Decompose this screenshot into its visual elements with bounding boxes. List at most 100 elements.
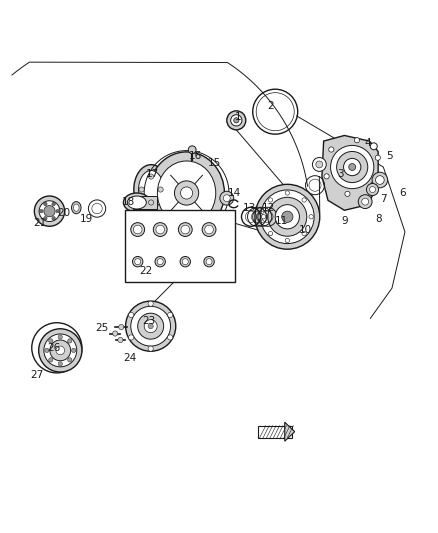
Circle shape — [131, 306, 170, 346]
Circle shape — [56, 209, 60, 213]
Text: 22: 22 — [139, 266, 152, 276]
Text: 18: 18 — [122, 197, 135, 207]
Circle shape — [220, 191, 234, 205]
Circle shape — [282, 211, 293, 222]
Circle shape — [337, 151, 368, 183]
Polygon shape — [322, 135, 378, 211]
Circle shape — [275, 205, 300, 229]
Circle shape — [268, 197, 307, 236]
Circle shape — [52, 216, 55, 220]
Ellipse shape — [138, 171, 164, 208]
Text: 27: 27 — [31, 369, 44, 379]
Circle shape — [129, 312, 134, 318]
Circle shape — [45, 348, 49, 352]
Circle shape — [204, 256, 214, 267]
Circle shape — [134, 225, 142, 234]
Circle shape — [157, 259, 163, 265]
Circle shape — [206, 259, 212, 265]
Circle shape — [49, 339, 53, 343]
Ellipse shape — [127, 196, 146, 209]
Text: 8: 8 — [376, 214, 382, 224]
Circle shape — [358, 195, 372, 208]
Circle shape — [255, 184, 320, 249]
Circle shape — [58, 361, 63, 366]
Text: 15: 15 — [208, 158, 221, 168]
Circle shape — [153, 223, 167, 237]
Ellipse shape — [74, 204, 79, 212]
Circle shape — [371, 182, 376, 187]
Circle shape — [119, 325, 124, 329]
Text: 23: 23 — [142, 317, 155, 326]
Circle shape — [182, 259, 188, 265]
Circle shape — [261, 215, 266, 219]
Circle shape — [202, 223, 216, 237]
Circle shape — [178, 223, 192, 237]
Circle shape — [302, 198, 306, 202]
Circle shape — [129, 335, 134, 340]
Circle shape — [34, 196, 65, 227]
Circle shape — [234, 118, 239, 123]
Circle shape — [126, 301, 176, 351]
Circle shape — [67, 339, 72, 343]
Circle shape — [375, 176, 384, 184]
Text: 10: 10 — [299, 225, 312, 235]
Circle shape — [367, 183, 378, 196]
Circle shape — [371, 143, 377, 150]
Circle shape — [302, 231, 306, 236]
Circle shape — [134, 259, 141, 265]
Circle shape — [316, 161, 323, 168]
Circle shape — [118, 337, 123, 343]
Ellipse shape — [149, 152, 224, 234]
Circle shape — [58, 335, 63, 339]
Circle shape — [148, 200, 154, 205]
Circle shape — [44, 203, 47, 206]
Circle shape — [181, 225, 190, 234]
Circle shape — [133, 256, 143, 267]
Circle shape — [188, 146, 196, 154]
Circle shape — [223, 195, 230, 201]
Text: 3: 3 — [337, 168, 343, 179]
Text: 19: 19 — [80, 214, 93, 224]
Circle shape — [56, 346, 65, 355]
Ellipse shape — [124, 193, 150, 212]
Text: 21: 21 — [33, 218, 46, 228]
Circle shape — [67, 358, 72, 362]
Circle shape — [180, 187, 193, 199]
Text: 4: 4 — [365, 138, 371, 148]
Circle shape — [343, 158, 361, 176]
Text: 14: 14 — [227, 188, 241, 198]
Circle shape — [131, 223, 145, 237]
Circle shape — [148, 346, 153, 351]
Circle shape — [44, 206, 55, 217]
Circle shape — [370, 187, 375, 192]
Circle shape — [71, 348, 76, 352]
Circle shape — [174, 181, 199, 205]
Circle shape — [39, 329, 82, 372]
Text: 12: 12 — [262, 203, 276, 213]
Text: 13: 13 — [243, 203, 256, 213]
Circle shape — [372, 172, 388, 188]
Ellipse shape — [157, 161, 216, 225]
Circle shape — [180, 256, 191, 267]
Text: 24: 24 — [124, 353, 137, 363]
Circle shape — [138, 313, 164, 339]
Circle shape — [113, 331, 118, 336]
Circle shape — [331, 146, 374, 189]
Text: 26: 26 — [47, 343, 60, 353]
Circle shape — [312, 158, 326, 172]
Circle shape — [168, 335, 173, 340]
Circle shape — [362, 198, 369, 205]
Circle shape — [345, 191, 350, 197]
Bar — [125, 211, 235, 281]
Text: 6: 6 — [399, 188, 406, 198]
Text: 5: 5 — [386, 151, 393, 161]
Circle shape — [44, 216, 47, 220]
Circle shape — [285, 238, 290, 243]
Circle shape — [148, 324, 153, 329]
Circle shape — [349, 164, 356, 171]
Circle shape — [50, 340, 71, 361]
Polygon shape — [285, 422, 295, 441]
Circle shape — [148, 301, 153, 306]
Circle shape — [44, 334, 77, 367]
Circle shape — [268, 231, 273, 236]
